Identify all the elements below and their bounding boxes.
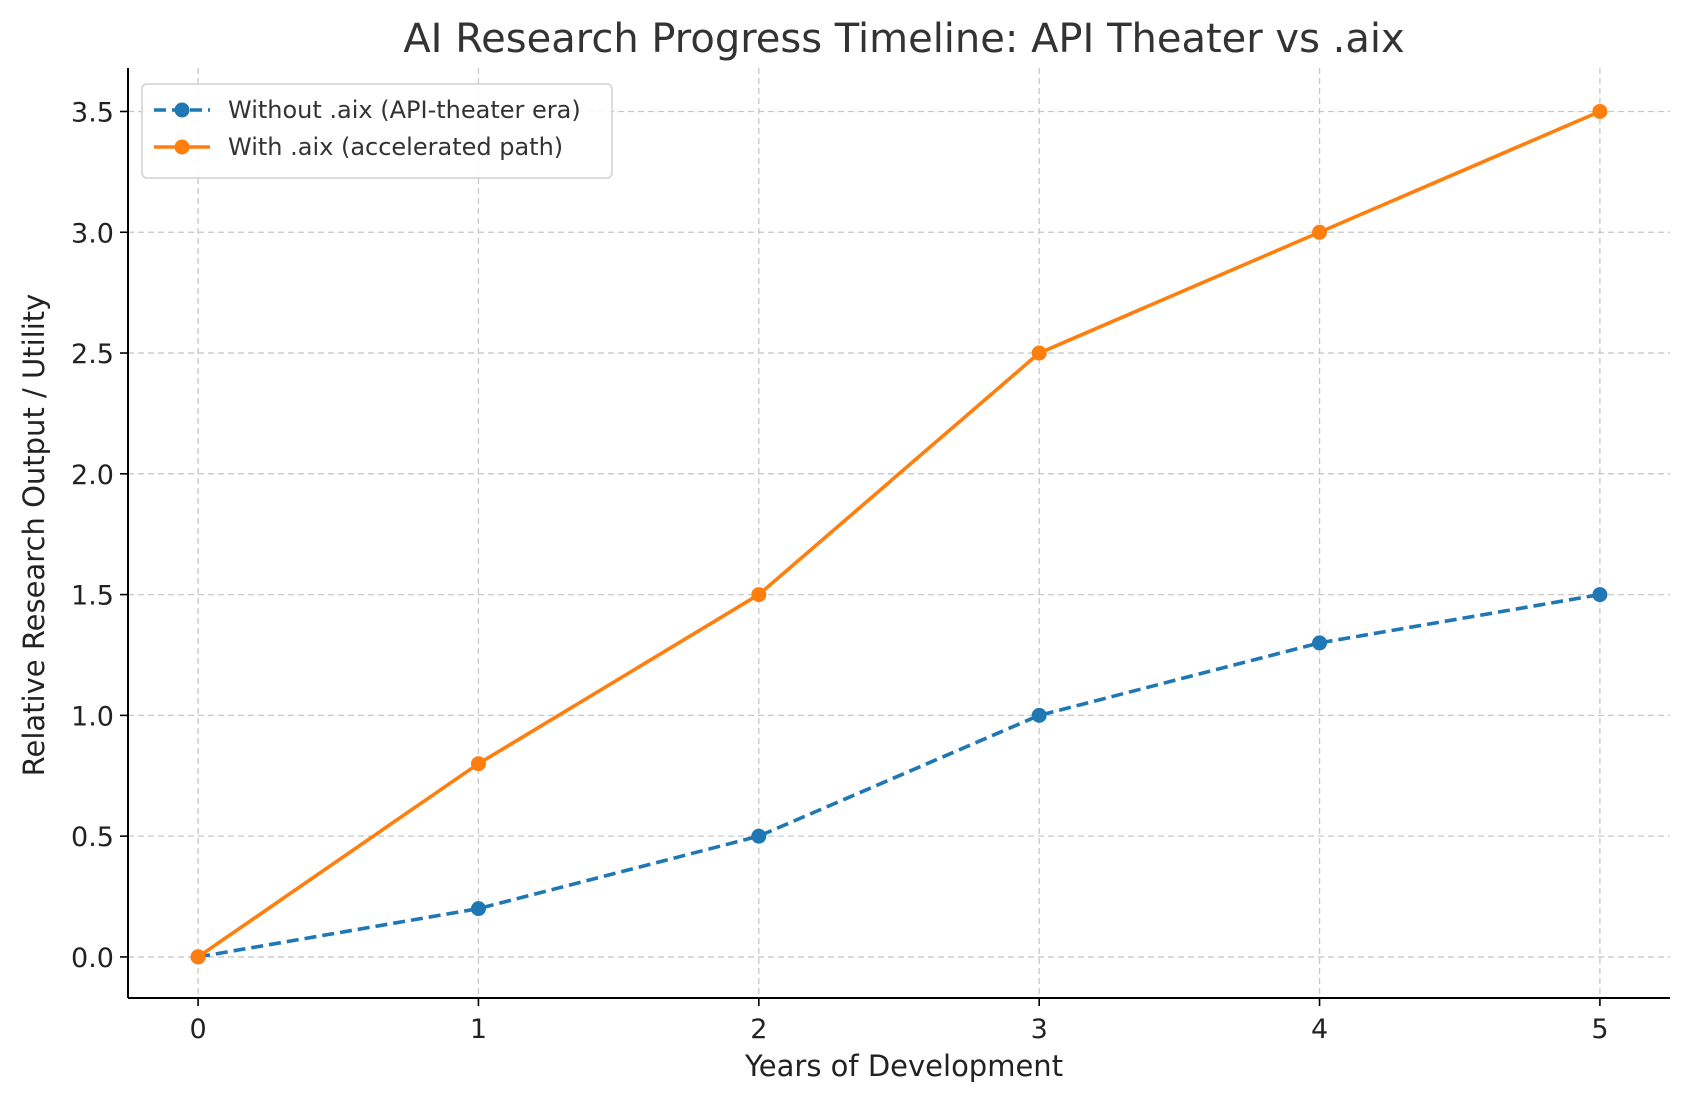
series-line [197, 592, 1601, 959]
legend-item: With .aix (accelerated path) [154, 133, 563, 161]
x-tick-label: 5 [1591, 1014, 1608, 1045]
legend-label: Without .aix (API-theater era) [228, 96, 581, 124]
data-point [751, 828, 767, 844]
data-point [751, 587, 767, 603]
x-tick-label: 4 [1311, 1014, 1328, 1045]
data-point [1031, 345, 1047, 361]
series-with-aix [190, 103, 1608, 965]
data-point [190, 949, 206, 965]
data-point [1312, 635, 1328, 651]
x-tick-label: 1 [470, 1014, 487, 1045]
legend-marker [174, 139, 190, 155]
legend-label: With .aix (accelerated path) [228, 133, 563, 161]
series-without-aix [190, 587, 1608, 965]
data-point [1312, 224, 1328, 240]
chart-title: AI Research Progress Timeline: API Theat… [403, 16, 1404, 62]
data-point [470, 901, 486, 917]
data-point [1031, 707, 1047, 723]
x-tick-label: 3 [1031, 1014, 1048, 1045]
x-tick-label: 2 [750, 1014, 767, 1045]
legend-marker [174, 102, 190, 118]
axis-ticks: 0 1 2 3 4 5 0.0 0.5 1.0 1.5 2.0 2.5 3.0 3.5 [71, 97, 1608, 1045]
y-tick-label: 3.5 [71, 97, 114, 128]
x-axis-label: Years of Development [744, 1049, 1063, 1083]
data-point [1592, 103, 1608, 119]
series-line [197, 109, 1601, 959]
legend-item: Without .aix (API-theater era) [154, 96, 581, 124]
y-tick-label: 0.5 [71, 822, 114, 853]
series-layer [190, 103, 1608, 965]
y-tick-label: 2.0 [71, 460, 114, 491]
y-tick-label: 1.0 [71, 701, 114, 732]
y-tick-label: 0.0 [71, 943, 114, 974]
data-point [1592, 587, 1608, 603]
grid-lines [128, 68, 1670, 998]
y-tick-label: 3.0 [71, 218, 114, 249]
y-axis-label: Relative Research Output / Utility [17, 294, 51, 777]
legend: Without .aix (API-theater era) With .aix … [141, 83, 613, 179]
y-tick-label: 1.5 [71, 581, 114, 612]
y-tick-label: 2.5 [71, 339, 114, 370]
x-tick-label: 0 [189, 1014, 206, 1045]
data-point [470, 756, 486, 772]
legend-box [141, 83, 613, 179]
